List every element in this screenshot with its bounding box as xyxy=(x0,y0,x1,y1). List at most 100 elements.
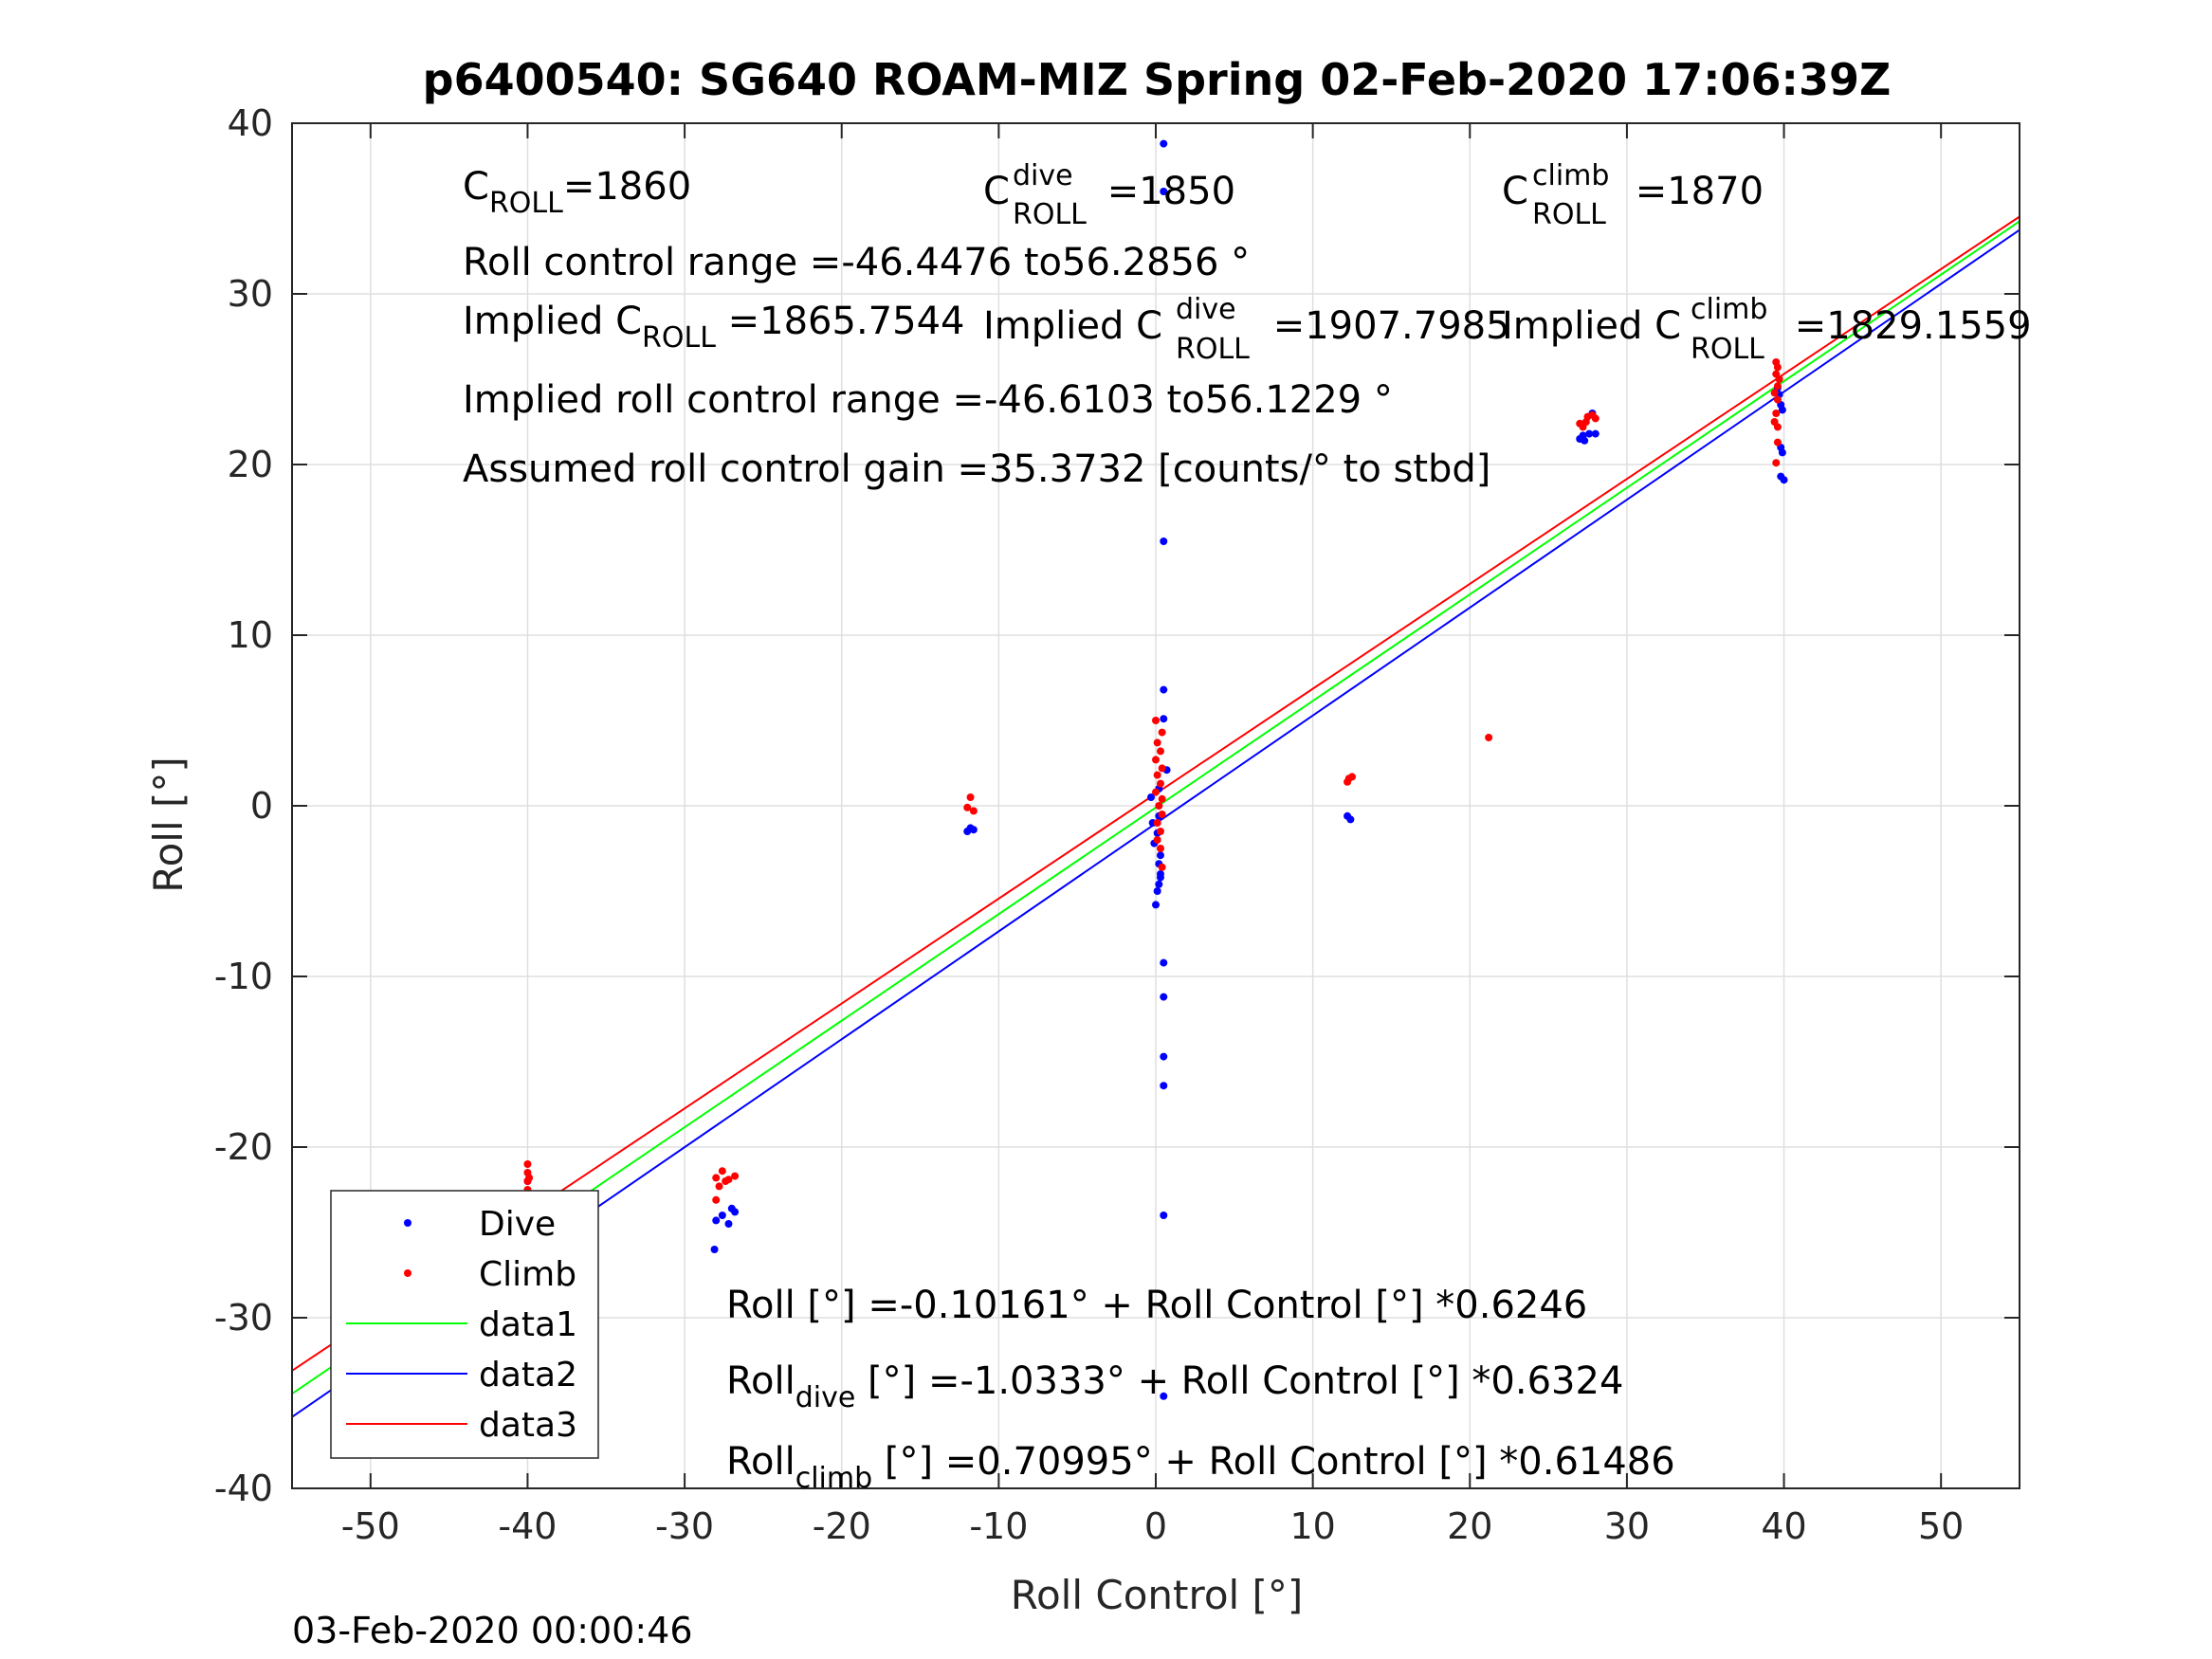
x-tick-label: 0 xyxy=(1144,1505,1167,1547)
point-dive xyxy=(1152,901,1160,909)
point-dive xyxy=(1156,851,1164,860)
point-dive xyxy=(710,1246,719,1253)
annotation-implied-range: Implied roll control range =-46.6103 to5… xyxy=(463,378,1393,422)
point-climb xyxy=(1156,779,1164,788)
point-climb xyxy=(1153,819,1161,827)
point-dive xyxy=(1579,431,1587,440)
annotation-fit-all: Roll [°] =-0.10161° + Roll Control [°] *… xyxy=(726,1284,1587,1327)
point-climb xyxy=(1158,811,1166,818)
point-dive xyxy=(724,1220,733,1228)
point-climb xyxy=(1156,747,1164,756)
annotation-gain: Assumed roll control gain =35.3732 [coun… xyxy=(463,447,1490,491)
y-tick-label: 0 xyxy=(250,785,273,827)
point-climb xyxy=(1153,738,1161,747)
y-tick-label: 10 xyxy=(228,614,273,656)
point-climb xyxy=(525,1174,534,1182)
point-dive xyxy=(1147,793,1156,801)
point-dive xyxy=(1155,880,1163,888)
point-climb xyxy=(1152,717,1160,724)
point-climb xyxy=(712,1174,721,1182)
axes xyxy=(291,122,2020,1489)
point-dive xyxy=(1778,448,1786,457)
point-climb xyxy=(1772,410,1781,417)
x-tick-label: 10 xyxy=(1289,1505,1335,1547)
point-climb xyxy=(1773,423,1782,431)
point-dive xyxy=(1591,429,1600,438)
point-climb xyxy=(963,803,972,811)
legend-marker-dive xyxy=(404,1219,411,1227)
point-dive xyxy=(1160,685,1168,694)
point-climb xyxy=(523,1160,532,1168)
legend-label-dive: Dive xyxy=(479,1205,556,1244)
point-climb xyxy=(1156,845,1164,852)
point-dive xyxy=(1778,406,1786,414)
y-tick-label: -10 xyxy=(214,956,273,997)
point-climb xyxy=(1773,438,1782,447)
x-tick-label: 30 xyxy=(1604,1505,1650,1547)
x-tick-label: 50 xyxy=(1918,1505,1964,1547)
legend-label-data1: data1 xyxy=(479,1305,577,1344)
point-dive xyxy=(963,828,972,835)
point-dive xyxy=(1153,887,1161,895)
y-tick-label: -20 xyxy=(214,1126,273,1168)
point-dive xyxy=(1160,1392,1168,1400)
point-dive xyxy=(1160,1052,1168,1061)
point-climb xyxy=(1770,389,1779,397)
point-dive xyxy=(1160,1082,1168,1090)
point-dive xyxy=(1160,188,1168,195)
legend: Dive Climb data1 data2 data3 xyxy=(330,1190,599,1459)
point-climb xyxy=(1588,410,1597,419)
annotation-c-roll: CROLL=1860 xyxy=(463,165,691,220)
point-climb xyxy=(731,1172,740,1180)
y-tick-label: 40 xyxy=(228,102,273,144)
chart-title: p6400540: SG640 ROAM-MIZ Spring 02-Feb-2… xyxy=(423,54,1892,105)
annotation-implied-c: Implied CROLL =1865.7544 xyxy=(463,300,964,355)
point-climb xyxy=(1581,418,1590,426)
footer-timestamp: 03-Feb-2020 00:00:46 xyxy=(292,1610,693,1651)
point-climb xyxy=(1773,395,1782,404)
point-dive xyxy=(1160,538,1168,545)
legend-label-data3: data3 xyxy=(479,1406,577,1445)
point-climb xyxy=(722,1177,730,1185)
y-axis-label: Roll [°] xyxy=(145,757,192,892)
x-tick-label: -40 xyxy=(498,1505,557,1547)
x-tick-label: -10 xyxy=(969,1505,1028,1547)
point-dive xyxy=(712,1216,721,1225)
y-tick-label: 20 xyxy=(228,444,273,485)
point-climb xyxy=(712,1195,721,1204)
point-dive xyxy=(1160,715,1168,723)
x-axis-label: Roll Control [°] xyxy=(1011,1572,1304,1618)
tick-labels: -50 -40 -30 -20 -10 0 10 20 30 40 50 -40 -30 -20 -10 0 1… xyxy=(214,102,1964,1547)
point-climb xyxy=(1158,863,1166,871)
x-tick-label: -30 xyxy=(655,1505,714,1547)
point-climb xyxy=(1775,375,1783,383)
point-dive xyxy=(1160,993,1168,1001)
point-climb xyxy=(1158,794,1166,803)
point-climb xyxy=(1773,382,1782,391)
point-climb xyxy=(1152,788,1160,796)
legend-label-data2: data2 xyxy=(479,1356,577,1395)
point-climb xyxy=(1772,459,1781,467)
point-dive xyxy=(1160,1212,1168,1219)
x-tick-label: 20 xyxy=(1447,1505,1492,1547)
point-climb xyxy=(1152,756,1160,764)
point-climb xyxy=(718,1167,726,1176)
point-dive xyxy=(1160,958,1168,967)
point-climb xyxy=(1485,734,1493,741)
legend-marker-climb xyxy=(404,1269,411,1277)
point-climb xyxy=(1348,773,1357,781)
y-tick-label: -40 xyxy=(214,1468,273,1509)
point-dive xyxy=(969,826,978,834)
point-dive xyxy=(1156,873,1164,882)
point-climb xyxy=(1153,836,1161,844)
annotation-range: Roll control range =-46.4476 to56.2856 ° xyxy=(463,241,1250,284)
x-tick-label: -50 xyxy=(341,1505,400,1547)
point-dive xyxy=(1346,815,1355,824)
point-dive xyxy=(1780,476,1788,484)
point-dive xyxy=(727,1204,736,1212)
point-climb xyxy=(966,793,975,801)
